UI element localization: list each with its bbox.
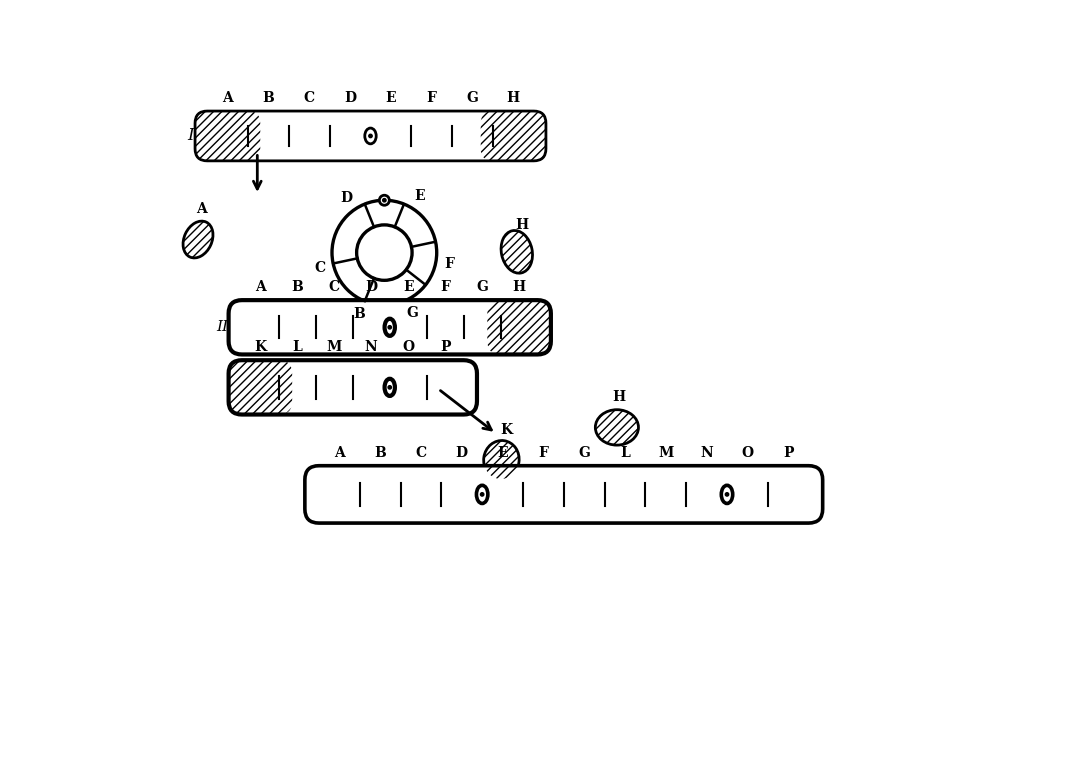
FancyBboxPatch shape xyxy=(305,466,822,523)
Circle shape xyxy=(369,134,372,138)
Text: K: K xyxy=(254,340,266,354)
Text: G: G xyxy=(407,306,419,319)
Text: H: H xyxy=(506,91,519,105)
Circle shape xyxy=(380,196,390,206)
Text: N: N xyxy=(700,445,713,460)
Text: K: K xyxy=(500,423,512,438)
Text: F: F xyxy=(539,445,549,460)
Circle shape xyxy=(725,493,728,496)
Text: C: C xyxy=(415,445,426,460)
Text: G: G xyxy=(578,445,590,460)
Text: M: M xyxy=(658,445,673,460)
Text: E: E xyxy=(385,91,396,105)
Text: B: B xyxy=(291,280,303,294)
Text: I: I xyxy=(187,128,194,144)
Circle shape xyxy=(383,199,386,202)
Text: A: A xyxy=(196,202,207,216)
Circle shape xyxy=(388,325,392,329)
Text: O: O xyxy=(403,340,414,354)
Text: N: N xyxy=(365,340,378,354)
Ellipse shape xyxy=(476,485,488,503)
Ellipse shape xyxy=(501,231,532,274)
Text: E: E xyxy=(498,445,507,460)
Circle shape xyxy=(357,225,412,280)
Text: D: D xyxy=(456,445,467,460)
Ellipse shape xyxy=(595,410,638,445)
Text: B: B xyxy=(354,307,366,321)
Text: C: C xyxy=(329,280,340,294)
Text: A: A xyxy=(334,445,345,460)
FancyBboxPatch shape xyxy=(228,300,551,354)
Ellipse shape xyxy=(384,319,395,336)
Text: P: P xyxy=(440,340,450,354)
Circle shape xyxy=(480,493,484,496)
Text: P: P xyxy=(783,445,793,460)
Text: C: C xyxy=(304,91,315,105)
Text: L: L xyxy=(620,445,630,460)
Text: L: L xyxy=(292,340,302,354)
Ellipse shape xyxy=(183,221,213,258)
Text: F: F xyxy=(426,91,437,105)
Ellipse shape xyxy=(484,441,519,479)
Text: H: H xyxy=(515,218,528,231)
Circle shape xyxy=(388,386,392,389)
Text: C: C xyxy=(314,261,326,274)
Text: D: D xyxy=(341,191,353,206)
Text: II: II xyxy=(216,320,228,335)
Text: M: M xyxy=(327,340,342,354)
Text: D: D xyxy=(366,280,378,294)
Text: A: A xyxy=(255,280,266,294)
Text: E: E xyxy=(414,189,425,203)
Text: F: F xyxy=(445,257,454,271)
Text: G: G xyxy=(466,91,478,105)
Text: O: O xyxy=(741,445,753,460)
Circle shape xyxy=(332,200,437,305)
Text: G: G xyxy=(476,280,488,294)
FancyBboxPatch shape xyxy=(228,360,477,415)
Text: A: A xyxy=(222,91,233,105)
Ellipse shape xyxy=(384,379,395,396)
Text: B: B xyxy=(374,445,386,460)
Ellipse shape xyxy=(722,485,733,503)
FancyBboxPatch shape xyxy=(195,111,546,161)
Text: D: D xyxy=(344,91,356,105)
Text: F: F xyxy=(440,280,450,294)
Text: B: B xyxy=(263,91,275,105)
Text: H: H xyxy=(612,390,625,404)
Ellipse shape xyxy=(365,128,377,144)
Text: H: H xyxy=(513,280,526,294)
Text: E: E xyxy=(403,280,413,294)
